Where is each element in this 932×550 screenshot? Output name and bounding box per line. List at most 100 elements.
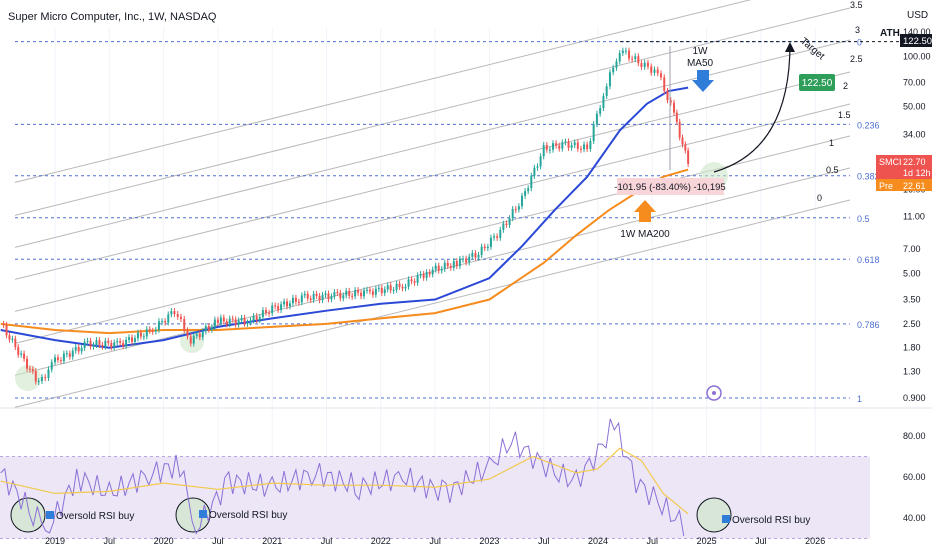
info-icon xyxy=(46,511,54,519)
candle-body xyxy=(268,312,271,314)
candle-body xyxy=(650,66,653,73)
candle-body xyxy=(201,331,204,338)
candle-body xyxy=(530,175,533,189)
rsi-oversold-circle xyxy=(10,497,46,533)
candle-body xyxy=(2,323,5,326)
price-tick-label: 70.00 xyxy=(903,77,926,87)
candle-body xyxy=(681,137,684,145)
time-tick-label: 2022 xyxy=(371,536,391,546)
chart-title: Super Micro Computer, Inc., 1W, NASDAQ xyxy=(8,11,217,23)
price-axis[interactable]: 140.00100.0070.0050.0034.0024.0016.0011.… xyxy=(903,27,931,523)
candle-body xyxy=(339,292,342,299)
candle-body xyxy=(666,90,669,101)
candle-body xyxy=(653,69,656,73)
candle-body xyxy=(404,286,407,289)
candle-body xyxy=(592,124,595,142)
last-price: 22.70 xyxy=(903,157,926,167)
overlay-annotations xyxy=(634,42,795,401)
candle-body xyxy=(86,340,89,342)
candle-body xyxy=(119,341,122,343)
candle-body xyxy=(300,295,303,303)
candle-body xyxy=(157,321,160,330)
candle-body xyxy=(471,253,474,257)
candle-body xyxy=(398,283,401,287)
candle-body xyxy=(533,167,536,176)
candle-body xyxy=(20,353,23,355)
candle-body xyxy=(207,326,210,330)
candle-body xyxy=(474,253,477,258)
candle-body xyxy=(386,285,389,290)
candle-body xyxy=(68,353,71,357)
candle-body xyxy=(363,290,366,297)
candle-body xyxy=(291,297,294,304)
rsi-oversold-circle xyxy=(696,497,732,533)
candle-body xyxy=(483,246,486,249)
candle-body xyxy=(31,369,34,372)
candle-body xyxy=(428,272,431,275)
candle-body xyxy=(348,290,351,296)
candle-body xyxy=(315,293,318,296)
candle-body xyxy=(502,223,505,230)
ath-label: ATH xyxy=(880,28,900,39)
candle-body xyxy=(573,142,576,146)
candle-body xyxy=(570,145,573,148)
candle-body xyxy=(520,195,523,207)
target-arc xyxy=(713,43,791,173)
candle-body xyxy=(496,236,499,238)
candle-body xyxy=(602,95,605,109)
target-label: Target xyxy=(798,36,827,62)
candle-body xyxy=(468,256,471,263)
candle-body xyxy=(186,330,189,337)
channel-level-label: 0 xyxy=(817,193,822,203)
candle-body xyxy=(628,50,631,59)
candle-body xyxy=(542,145,545,157)
ma50-label-line1: 1W xyxy=(693,46,709,57)
candle-body xyxy=(431,269,434,275)
time-tick-label: Jul xyxy=(212,536,224,546)
candle-body xyxy=(656,69,659,74)
candle-body xyxy=(237,320,240,325)
target-price-label: 122.50 xyxy=(802,78,833,89)
candle-body xyxy=(425,272,428,278)
candle-body xyxy=(377,287,380,289)
candle-body xyxy=(195,333,198,336)
candle-body xyxy=(54,357,56,363)
channel-line xyxy=(14,0,752,183)
fib-level-label: 0.382 xyxy=(857,172,880,182)
candle-body xyxy=(101,344,104,347)
candle-body xyxy=(179,316,182,319)
candle-body xyxy=(462,258,465,260)
candle-body xyxy=(368,289,371,292)
candle-body xyxy=(231,318,234,320)
candle-body xyxy=(345,290,348,296)
candle-body xyxy=(576,142,579,149)
candle-body xyxy=(65,353,68,355)
candle-body xyxy=(583,144,586,150)
candle-body xyxy=(234,319,237,325)
candle-body xyxy=(477,254,480,258)
candle-body xyxy=(624,50,627,52)
candle-body xyxy=(434,265,437,270)
rsi-panel xyxy=(0,418,870,539)
candle-body xyxy=(128,337,131,340)
candle-body xyxy=(271,305,274,314)
channel-line xyxy=(14,71,851,280)
candle-body xyxy=(687,150,690,164)
candle-body xyxy=(213,319,216,328)
candle-body xyxy=(380,287,383,294)
event-marker-dot xyxy=(712,391,716,395)
time-axis[interactable]: 2019 Jul 2020 Jul 2021 Jul 2022 Jul 2023 Jul 2024 J… xyxy=(45,536,825,546)
candle-body xyxy=(92,344,95,347)
ma200-line xyxy=(0,168,689,335)
candle-body xyxy=(255,316,258,321)
candle-body xyxy=(89,340,92,347)
candle-body xyxy=(493,236,496,238)
candle-body xyxy=(330,296,333,300)
candle-body xyxy=(659,73,662,78)
candle-body xyxy=(297,301,300,303)
candle-body xyxy=(74,347,77,351)
candle-body xyxy=(455,261,458,267)
candle-body xyxy=(116,341,119,343)
candle-body xyxy=(277,306,280,310)
